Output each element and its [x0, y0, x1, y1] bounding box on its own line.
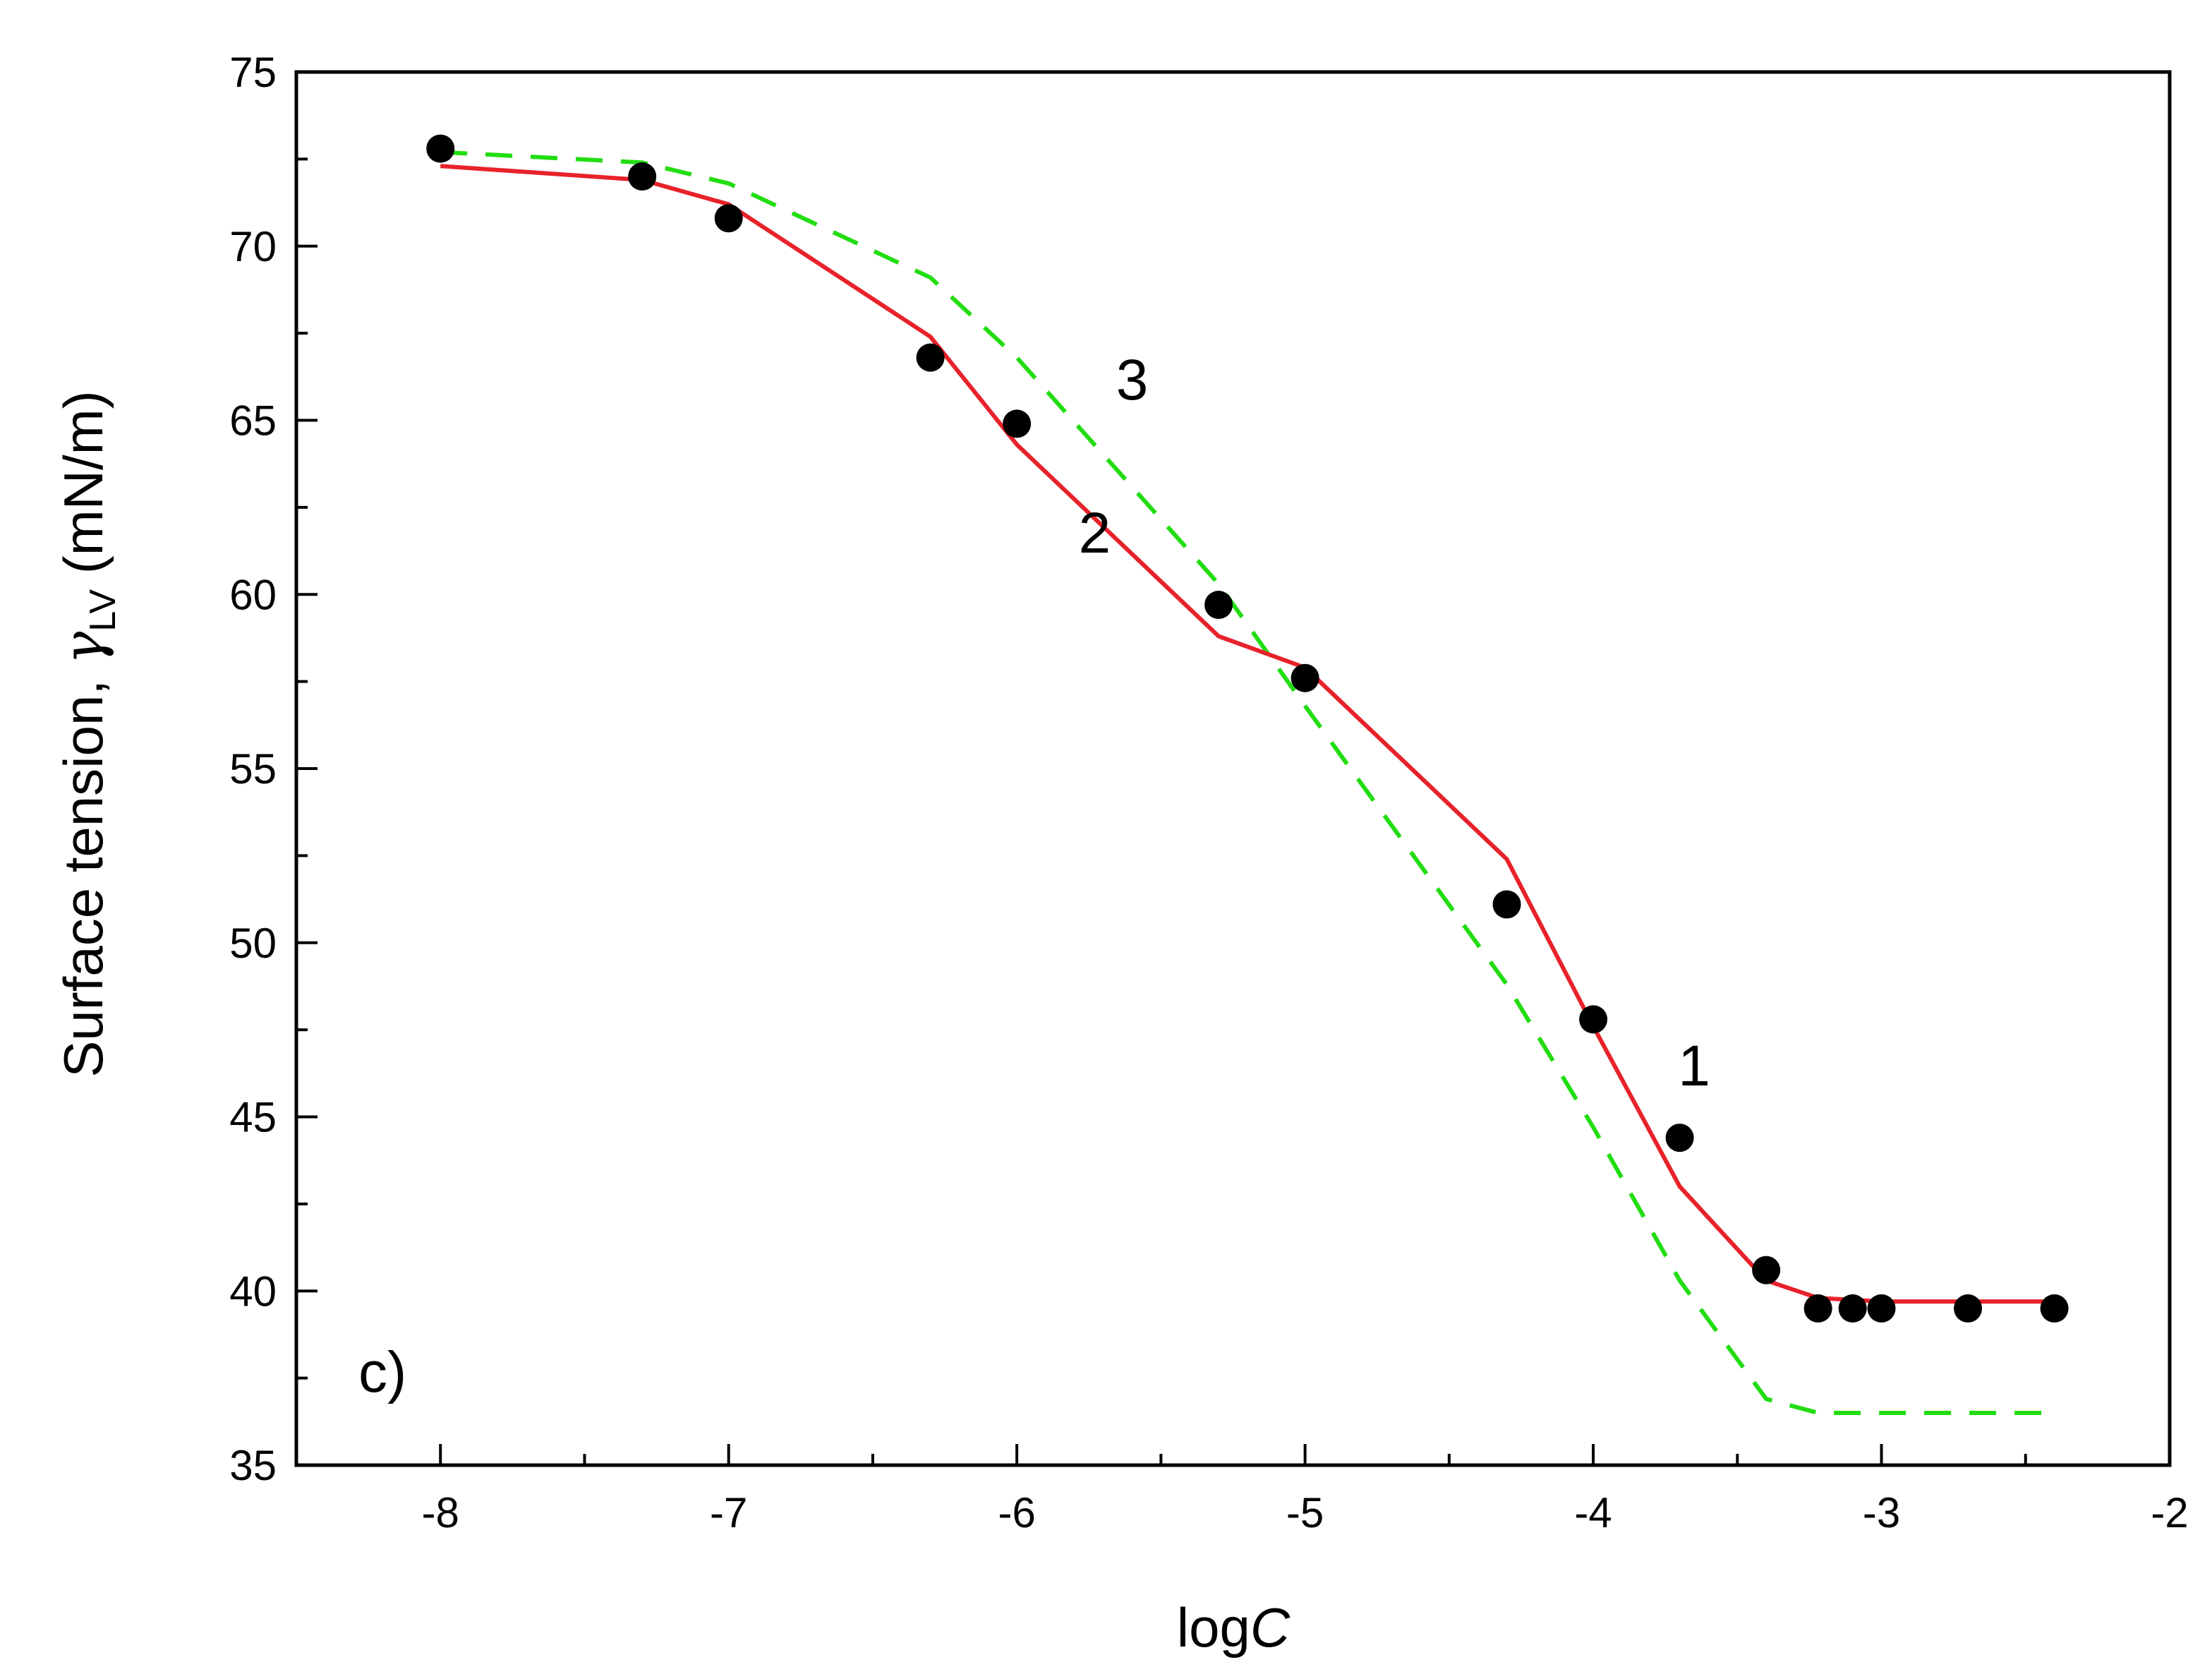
data-point	[1803, 1294, 1832, 1323]
data-point	[1665, 1124, 1694, 1153]
data-point	[1838, 1294, 1867, 1323]
data-point	[1003, 409, 1032, 438]
y-tick-label: 60	[229, 571, 277, 618]
data-point	[1291, 663, 1319, 692]
x-tick-label: -4	[1574, 1489, 1612, 1536]
data-point	[916, 343, 945, 372]
x-axis-title-variable: C	[1250, 1596, 1291, 1659]
x-tick-label: -5	[1286, 1489, 1324, 1536]
data-point	[426, 134, 455, 163]
data-point	[628, 162, 657, 191]
x-tick-label: -2	[2151, 1489, 2188, 1536]
y-axis-title-symbol: γ	[52, 631, 116, 664]
series-3-line	[440, 150, 2055, 1415]
series-layer	[426, 134, 2069, 1415]
data-point	[2040, 1294, 2069, 1323]
y-tick-label: 40	[229, 1268, 277, 1315]
y-tick-label: 55	[229, 745, 277, 793]
y-tick-labels: 35 40 45 50 55 60 65 70 75	[229, 49, 277, 1489]
data-point	[1752, 1256, 1781, 1284]
panel-label: c)	[358, 1340, 406, 1404]
y-tick-label: 70	[229, 223, 277, 270]
series-1-points	[426, 134, 2069, 1323]
curve-label-1: 1	[1678, 1034, 1710, 1098]
x-tick-label: -3	[1863, 1489, 1900, 1536]
data-point	[714, 204, 743, 233]
data-point	[1204, 591, 1233, 620]
y-tick-label: 35	[229, 1442, 277, 1489]
x-tick-labels: -8 -7 -6 -5 -4 -3 -2	[422, 1489, 2189, 1536]
y-axis-title-subscript: LV	[83, 589, 123, 632]
x-tick-label: -7	[710, 1489, 747, 1536]
x-tick-label: -6	[998, 1489, 1035, 1536]
y-axis-title-main: Surface tension,	[52, 664, 114, 1077]
plot-frame	[294, 70, 2172, 1467]
series-2-line	[440, 164, 2055, 1304]
data-point	[1492, 890, 1521, 919]
data-point	[1579, 1005, 1608, 1034]
x-axis-title-prefix: log	[1177, 1596, 1250, 1659]
y-axis-title: Surface tension, γLV (mN/m)	[52, 390, 123, 1077]
axis-ticks	[296, 71, 2171, 1467]
x-tick-label: -8	[422, 1489, 459, 1536]
y-tick-label: 75	[229, 49, 277, 96]
y-axis-title-unit: (mN/m)	[52, 390, 114, 589]
data-point	[1954, 1294, 1983, 1323]
y-tick-label: 65	[229, 397, 277, 445]
y-tick-label: 45	[229, 1094, 277, 1141]
curve-annotations: 1 2 3	[1079, 348, 1710, 1098]
y-tick-label: 50	[229, 920, 277, 967]
curve-label-2: 2	[1079, 501, 1111, 565]
data-point	[1867, 1294, 1896, 1323]
curve-label-3: 3	[1116, 348, 1149, 412]
x-axis-title: logC	[1177, 1596, 1291, 1659]
